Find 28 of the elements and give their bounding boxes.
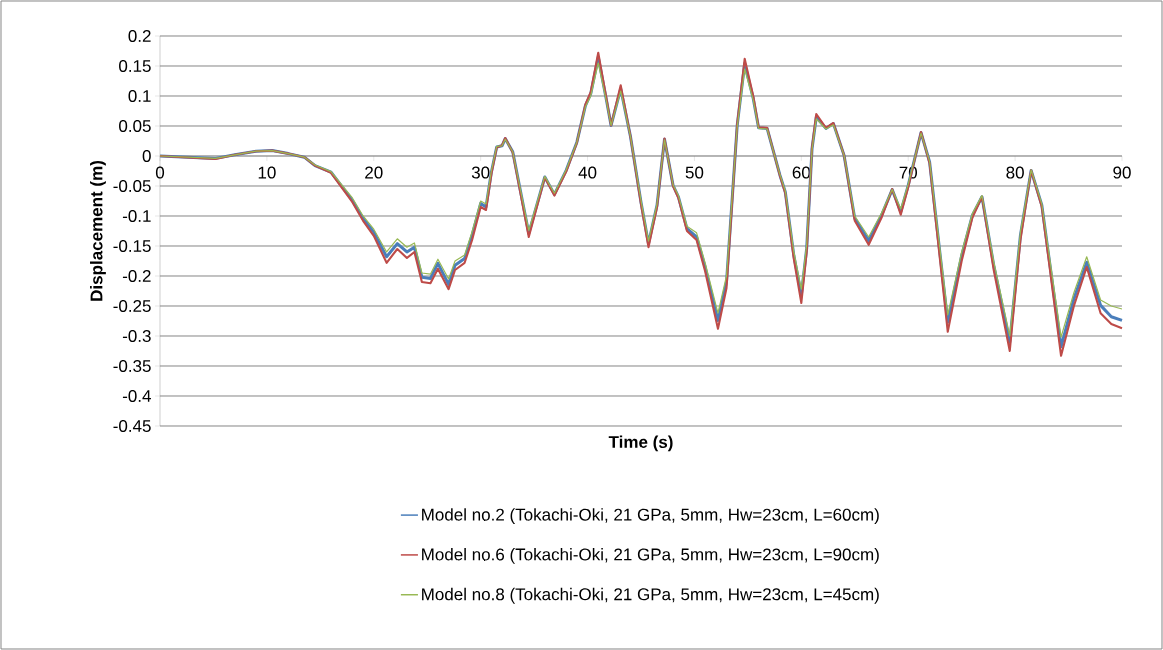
y-tick-label: -0.35 — [113, 359, 151, 373]
x-tick-label: 30 — [471, 166, 490, 179]
y-tick-label: 0.15 — [119, 59, 151, 73]
x-tick-label: 50 — [685, 166, 704, 179]
legend-label: Model no.6 (Tokachi-Oki, 21 GPa, 5mm, Hw=23cm, L=90cm) — [422, 548, 879, 564]
y-axis-title: Displacement (m) — [90, 161, 106, 301]
x-tick-label: 0 — [155, 166, 165, 179]
x-tick-label: 60 — [792, 166, 811, 179]
y-tick-label: -0.4 — [122, 389, 151, 403]
x-tick-label: 80 — [1006, 166, 1024, 179]
y-tick-label: -0.1 — [122, 209, 151, 223]
x-axis-title: Time (s) — [608, 435, 673, 452]
x-tick-label: 10 — [258, 166, 276, 179]
x-tick-label: 40 — [578, 166, 597, 179]
legend-label: Model no.2 (Tokachi-Oki, 21 GPa, 5mm, Hw=23cm, L=60cm) — [422, 508, 879, 525]
y-tick-label: 0.1 — [128, 89, 151, 103]
y-tick-label: 0.05 — [119, 119, 151, 133]
y-tick-label: 0.2 — [128, 29, 151, 43]
x-tick-label: 20 — [365, 166, 383, 179]
y-tick-label: 0 — [142, 149, 151, 163]
y-tick-label: -0.2 — [122, 269, 151, 283]
y-tick-label: -0.15 — [113, 239, 151, 253]
y-tick-label: -0.45 — [113, 419, 151, 433]
x-tick-label: 90 — [1113, 166, 1131, 179]
y-tick-label: -0.25 — [113, 299, 151, 313]
y-tick-label: -0.05 — [113, 179, 151, 193]
legend-label: Model no.8 (Tokachi-Oki, 21 GPa, 5mm, Hw=23cm, L=45cm) — [422, 587, 879, 604]
y-tick-label: -0.3 — [122, 329, 151, 343]
